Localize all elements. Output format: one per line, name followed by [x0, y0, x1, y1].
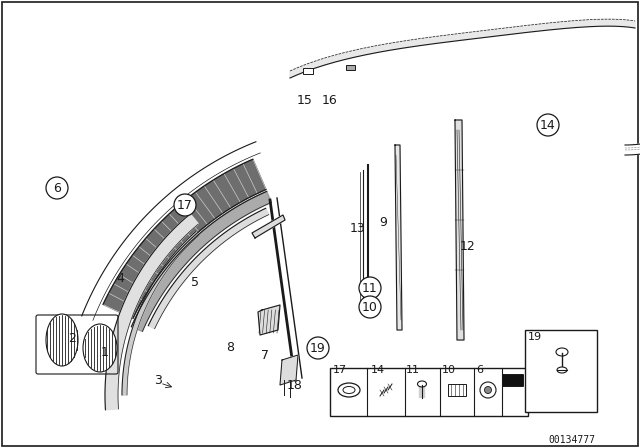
Text: 6: 6 [477, 365, 483, 375]
Text: 3: 3 [154, 374, 162, 387]
Ellipse shape [484, 387, 492, 393]
Text: 17: 17 [177, 198, 193, 211]
Circle shape [537, 114, 559, 136]
Bar [303, 68, 313, 74]
Text: 00134777: 00134777 [548, 435, 595, 445]
Polygon shape [122, 232, 199, 395]
Ellipse shape [557, 367, 567, 373]
Polygon shape [395, 145, 402, 330]
Circle shape [174, 194, 196, 216]
Ellipse shape [480, 382, 496, 398]
Ellipse shape [417, 381, 426, 387]
Text: 2: 2 [68, 332, 76, 345]
Ellipse shape [556, 348, 568, 356]
Polygon shape [280, 355, 298, 385]
Text: 17: 17 [333, 365, 347, 375]
Ellipse shape [338, 383, 360, 397]
Polygon shape [455, 120, 464, 340]
Text: 14: 14 [540, 119, 556, 132]
Circle shape [359, 296, 381, 318]
Bar [346, 65, 355, 70]
Text: 11: 11 [406, 365, 420, 375]
Text: 13: 13 [350, 221, 366, 234]
Text: 10: 10 [442, 365, 456, 375]
Text: 16: 16 [322, 94, 338, 107]
Text: 19: 19 [310, 341, 326, 354]
Circle shape [46, 177, 68, 199]
Polygon shape [105, 214, 198, 410]
Ellipse shape [343, 387, 355, 393]
Circle shape [307, 337, 329, 359]
Polygon shape [103, 159, 266, 319]
Text: 1: 1 [101, 345, 109, 358]
Bar [448, 384, 466, 396]
Polygon shape [252, 215, 285, 238]
Polygon shape [82, 142, 260, 320]
Text: 9: 9 [379, 215, 387, 228]
Text: 8: 8 [226, 340, 234, 353]
Polygon shape [131, 191, 271, 332]
Text: 6: 6 [53, 181, 61, 194]
FancyBboxPatch shape [502, 375, 524, 387]
Text: 19: 19 [528, 332, 542, 342]
Polygon shape [290, 19, 635, 78]
Polygon shape [258, 305, 280, 335]
Polygon shape [625, 25, 640, 155]
Text: 12: 12 [460, 240, 476, 253]
Text: 10: 10 [362, 301, 378, 314]
Ellipse shape [46, 314, 78, 366]
Text: 18: 18 [287, 379, 303, 392]
Ellipse shape [83, 324, 117, 372]
Bar [525, 330, 597, 412]
Polygon shape [148, 208, 269, 329]
Text: 14: 14 [371, 365, 385, 375]
Text: 15: 15 [297, 94, 313, 107]
Text: 11: 11 [362, 281, 378, 294]
Circle shape [359, 277, 381, 299]
Text: 7: 7 [261, 349, 269, 362]
Text: 4: 4 [116, 271, 124, 284]
Bar [330, 368, 528, 416]
Text: 5: 5 [191, 276, 199, 289]
